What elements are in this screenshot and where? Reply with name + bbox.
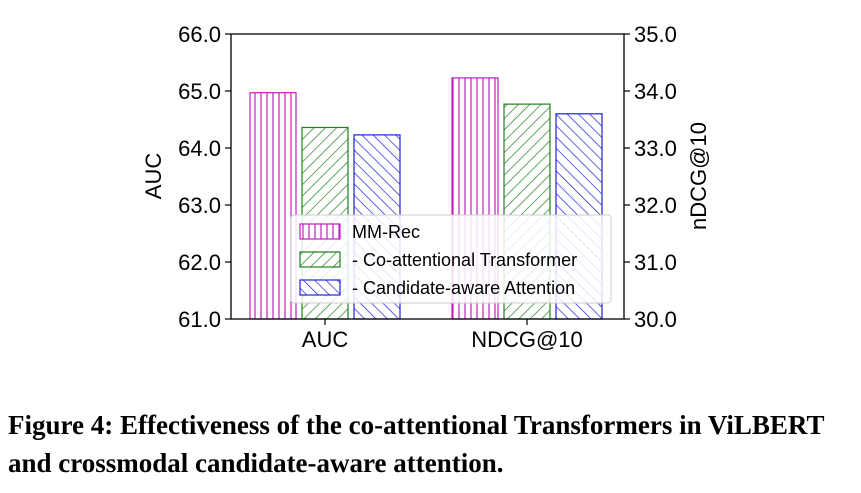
y2-tick-label: 35.0	[634, 22, 677, 47]
legend-label: MM-Rec	[352, 222, 420, 242]
legend-swatch	[299, 251, 341, 268]
y2-tick-label: 33.0	[634, 136, 677, 161]
x-axis: AUC NDCG@10	[302, 319, 583, 352]
bar-1-1	[249, 92, 297, 320]
y2-tick-label: 30.0	[634, 307, 677, 332]
legend-box	[290, 214, 612, 304]
y-tick-label: 61.0	[178, 307, 221, 332]
y2-tick-label: 32.0	[634, 193, 677, 218]
legend-swatch	[299, 223, 341, 240]
x-tick-label: AUC	[302, 327, 349, 352]
y2-tick-label: 34.0	[634, 79, 677, 104]
right-axis: 30.0 31.0 32.0 33.0 34.0 35.0	[624, 22, 677, 332]
plot-frame	[230, 33, 625, 320]
x-tick-label: NDCG@10	[471, 327, 583, 352]
y2-axis-label: nDCG@10	[686, 122, 711, 230]
y-tick-label: 66.0	[178, 22, 221, 47]
y-tick-label: 62.0	[178, 250, 221, 275]
y-axis-label: AUC	[141, 153, 166, 200]
y-tick-label: 63.0	[178, 193, 221, 218]
legend-label: - Candidate-aware Attention	[352, 278, 575, 298]
y-tick-label: 64.0	[178, 136, 221, 161]
legend-swatch	[299, 279, 341, 296]
legend-label: - Co-attentional Transformer	[352, 250, 577, 270]
bar-chart: 61.0 62.0 63.0 64.0 65.0 66.0 30.0 31.0 32.0 33.…	[141, 22, 711, 352]
y-tick-label: 65.0	[178, 79, 221, 104]
figure-caption: Figure 4: Effectiveness of the co-attent…	[8, 410, 824, 478]
legend: MM-Rec - Co-attentional Transformer - Cand…	[290, 214, 612, 304]
left-axis: 61.0 62.0 63.0 64.0 65.0 66.0	[178, 22, 231, 332]
y2-tick-label: 31.0	[634, 250, 677, 275]
